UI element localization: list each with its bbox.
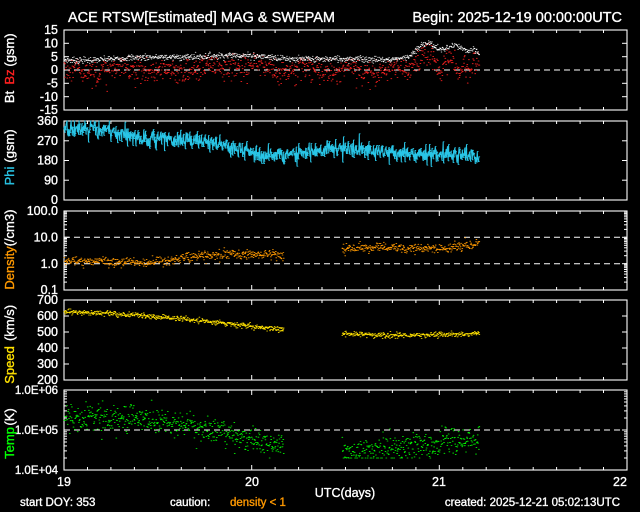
svg-text:1.0E+04: 1.0E+04 <box>15 465 59 477</box>
svg-text:Speed: Speed <box>2 346 17 384</box>
svg-text:300: 300 <box>37 357 58 371</box>
svg-text:20: 20 <box>245 475 259 489</box>
svg-text:600: 600 <box>37 309 58 323</box>
svg-text:1.0E+05: 1.0E+05 <box>15 425 58 437</box>
svg-text:270: 270 <box>37 134 58 148</box>
svg-text:15: 15 <box>44 23 58 37</box>
svg-text:(gsm): (gsm) <box>2 33 17 66</box>
svg-text:Bz: Bz <box>2 69 17 84</box>
svg-text:density < 1: density < 1 <box>230 497 286 509</box>
svg-text:21: 21 <box>432 475 446 489</box>
svg-text:22: 22 <box>613 475 627 489</box>
svg-text:(gsm): (gsm) <box>2 129 17 162</box>
svg-text:(/cm3): (/cm3) <box>2 210 17 247</box>
svg-text:ACE RTSW[Estimated] MAG & SWEP: ACE RTSW[Estimated] MAG & SWEPAM <box>68 10 335 26</box>
svg-text:Phi: Phi <box>2 166 17 185</box>
svg-text:360: 360 <box>37 114 58 128</box>
svg-text:19: 19 <box>57 475 71 489</box>
svg-text:10.0: 10.0 <box>34 231 58 245</box>
svg-text:-5: -5 <box>47 77 58 91</box>
svg-text:caution:: caution: <box>170 497 210 509</box>
svg-text:Density: Density <box>2 246 17 290</box>
svg-text:1.0: 1.0 <box>41 257 58 271</box>
svg-text:90: 90 <box>44 173 58 187</box>
svg-text:start DOY: 353: start DOY: 353 <box>20 497 95 509</box>
svg-text:Bt: Bt <box>2 90 17 103</box>
svg-text:-10: -10 <box>40 90 58 104</box>
svg-text:1.0E+06: 1.0E+06 <box>15 385 58 397</box>
svg-text:180: 180 <box>37 154 58 168</box>
svg-text:400: 400 <box>37 341 58 355</box>
svg-text:5: 5 <box>51 50 58 64</box>
svg-text:700: 700 <box>37 293 58 307</box>
svg-text:100.0: 100.0 <box>27 204 58 218</box>
svg-text:Temp: Temp <box>2 427 17 459</box>
svg-text:(K): (K) <box>2 408 17 425</box>
svg-text:10: 10 <box>44 37 58 51</box>
svg-text:created: 2025-12-21 05:02:13UT: created: 2025-12-21 05:02:13UTC <box>445 497 620 509</box>
svg-text:500: 500 <box>37 325 58 339</box>
svg-text:Begin: 2025-12-19 00:00:00UTC: Begin: 2025-12-19 00:00:00UTC <box>412 10 622 26</box>
svg-text:UTC(days): UTC(days) <box>315 486 375 500</box>
svg-text:(km/s): (km/s) <box>2 305 17 341</box>
svg-text:0: 0 <box>51 63 58 77</box>
